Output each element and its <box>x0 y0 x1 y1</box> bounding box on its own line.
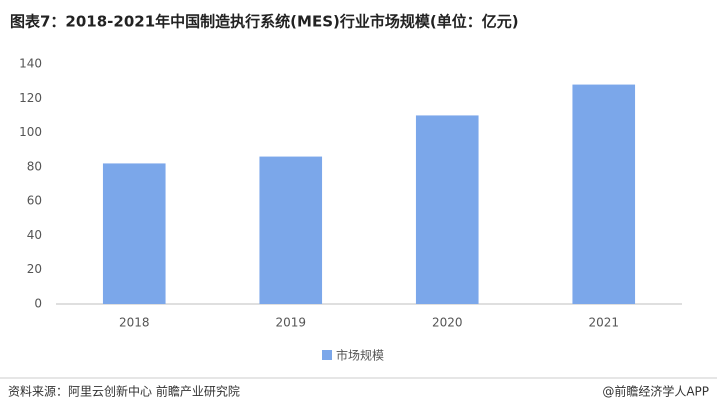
legend-label: 市场规模 <box>336 348 384 363</box>
bar <box>572 84 636 304</box>
y-tick-label: 20 <box>27 262 42 276</box>
chart-title: 图表7：2018-2021年中国制造执行系统(MES)行业市场规模(单位：亿元) <box>10 13 519 31</box>
y-tick-label: 60 <box>27 194 42 208</box>
bar <box>102 163 166 304</box>
y-tick-label: 0 <box>34 297 42 311</box>
source: 资料来源：阿里云创新中心 前瞻产业研究院 <box>8 384 240 399</box>
bar <box>415 115 479 304</box>
credit: @前瞻经济学人APP <box>602 384 709 399</box>
x-tick-label: 2021 <box>588 316 619 330</box>
y-tick-label: 80 <box>27 159 42 173</box>
y-tick-label: 120 <box>19 91 42 105</box>
legend-swatch <box>322 350 332 360</box>
y-tick-label: 140 <box>19 57 42 71</box>
y-tick-label: 40 <box>27 228 42 242</box>
x-tick-label: 2018 <box>119 316 150 330</box>
x-tick-label: 2019 <box>275 316 306 330</box>
y-tick-label: 100 <box>19 125 42 139</box>
x-tick-label: 2020 <box>432 316 463 330</box>
bar <box>259 156 323 304</box>
